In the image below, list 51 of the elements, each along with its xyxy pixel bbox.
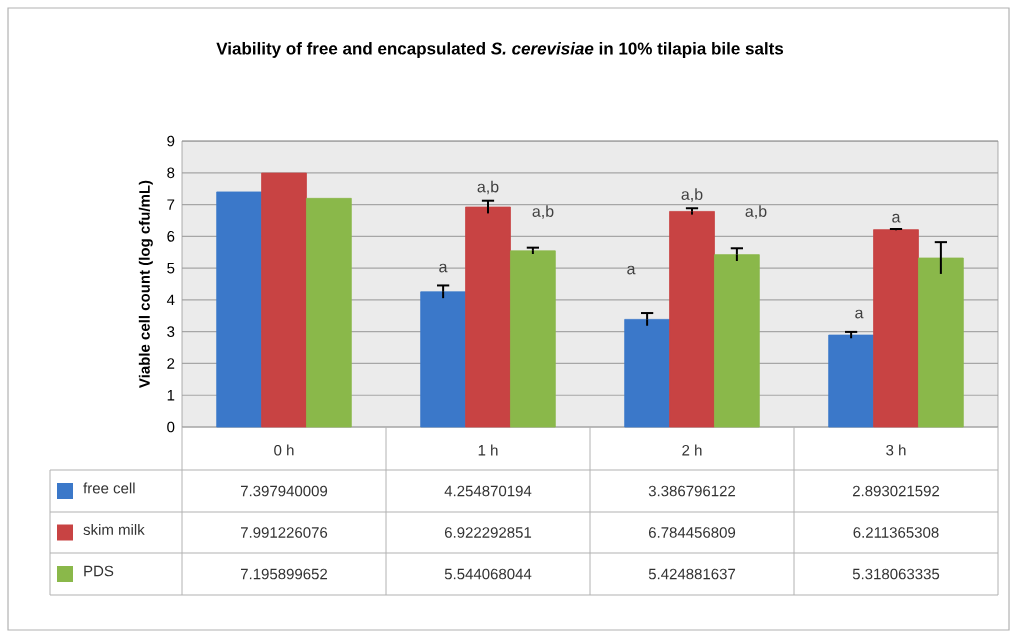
- bar: [669, 211, 715, 428]
- y-tick-label: 7: [167, 199, 175, 210]
- annotation: a,b: [477, 180, 499, 195]
- y-tick-label: 5: [167, 262, 175, 274]
- annotation: a,b: [532, 205, 554, 219]
- data-label: 5.318063335: [852, 568, 940, 580]
- x-tick-label: 0 h: [274, 444, 294, 456]
- data-label: 7.195899652: [240, 568, 328, 580]
- bar: [873, 229, 919, 428]
- bar: [918, 257, 964, 428]
- annotation: a,b: [681, 188, 703, 202]
- bar: [624, 318, 670, 428]
- bar: [510, 250, 556, 428]
- x-tick-label: 2 h: [682, 444, 702, 456]
- data-label: 5.544068044: [444, 568, 532, 580]
- y-tick-label: 3: [167, 326, 175, 337]
- y-tick-label: 6: [167, 231, 175, 242]
- x-tick-label: 1 h: [478, 444, 498, 456]
- bar: [828, 334, 874, 428]
- data-label: 6.922292851: [444, 527, 532, 538]
- y-tick-label: 9: [167, 135, 175, 147]
- data-label: 6.211365308: [853, 527, 939, 538]
- data-label: 4.254870194: [444, 485, 532, 497]
- data-label: 7.397940009: [240, 485, 328, 497]
- annotation: a: [439, 263, 448, 273]
- data-label: 6.784456809: [648, 527, 736, 538]
- y-tick-label: 4: [166, 294, 175, 306]
- annotation: a: [627, 265, 636, 275]
- annotation: a: [855, 309, 864, 319]
- y-tick-label: 1: [167, 390, 175, 401]
- bar: [420, 291, 466, 428]
- data-label: 3.386796122: [648, 485, 736, 497]
- x-tick-label: 3 h: [886, 444, 906, 456]
- legend-label: PDS: [84, 565, 114, 577]
- data-label: 7.991226076: [240, 527, 328, 538]
- annotation: a: [892, 213, 901, 223]
- bar: [465, 206, 511, 428]
- bar: [306, 197, 352, 428]
- bar: [261, 172, 307, 428]
- data-label: 2.893021592: [852, 485, 940, 497]
- y-tick-label: 2: [167, 358, 175, 369]
- legend-label: skim milk: [83, 524, 145, 536]
- chart-title: Viability of free and encapsulated S. cerevisiae in 10% tilapia bile salts: [216, 42, 784, 58]
- bar: [216, 191, 262, 428]
- y-tick-label: 0: [167, 421, 175, 433]
- y-axis-title: Viable cell count (log cfu/mL): [138, 180, 153, 388]
- y-tick-label: 8: [167, 167, 175, 179]
- bar: [714, 254, 760, 428]
- legend-label: free cell: [83, 482, 135, 494]
- data-label: 5.424881637: [648, 568, 736, 580]
- annotation: a,b: [745, 205, 767, 219]
